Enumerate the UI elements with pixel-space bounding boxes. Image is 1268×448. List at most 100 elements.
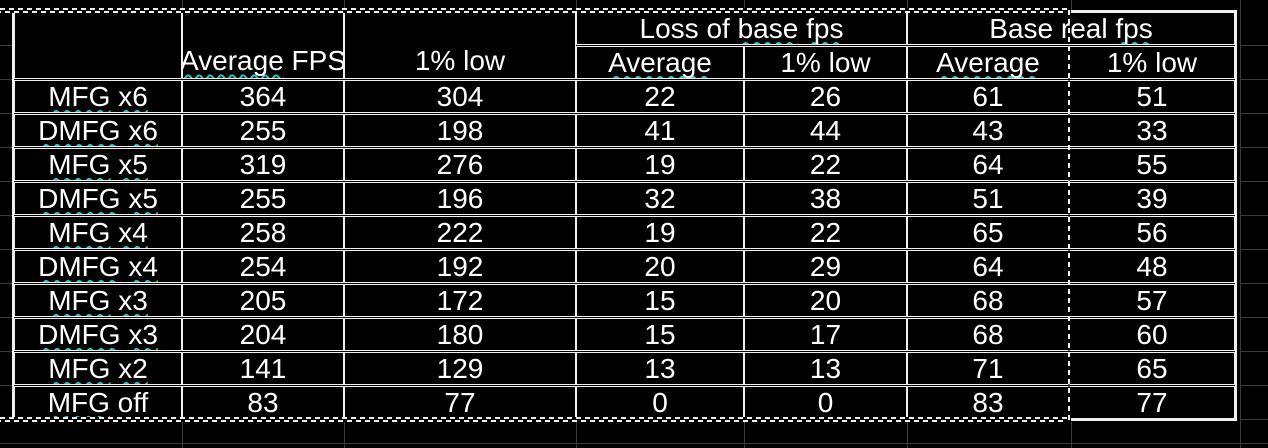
data-cell[interactable]: 22 <box>744 148 907 181</box>
data-cell[interactable]: 17 <box>744 318 907 351</box>
sub-header-cell[interactable]: 1% low <box>744 46 907 79</box>
data-cell[interactable]: 38 <box>744 182 907 215</box>
data-cell[interactable]: 364 <box>182 80 344 113</box>
sub-header-cell[interactable]: Average <box>907 46 1069 79</box>
data-cell[interactable]: 39 <box>1069 182 1235 215</box>
row-label-cell-text: DMFG x6 <box>38 116 158 145</box>
row-label-cell[interactable]: DMFG x3 <box>14 318 182 351</box>
data-cell[interactable]: 20 <box>576 250 744 283</box>
misspelled-word: x6 <box>118 80 148 112</box>
data-cell-text: 255 <box>239 182 287 214</box>
sheet-gridline <box>1241 385 1268 386</box>
data-cell-text: 19 <box>644 148 676 180</box>
text-word <box>798 13 806 44</box>
data-cell[interactable]: 64 <box>907 250 1069 283</box>
data-cell[interactable]: 141 <box>182 352 344 385</box>
row-label-cell[interactable]: MFG x6 <box>14 80 182 113</box>
data-cell[interactable]: 65 <box>907 216 1069 249</box>
data-cell[interactable]: 57 <box>1069 284 1235 317</box>
data-cell[interactable]: 48 <box>1069 250 1235 283</box>
sheet-gridline <box>1240 0 1241 448</box>
data-cell[interactable]: 255 <box>182 114 344 147</box>
data-cell[interactable]: 83 <box>182 386 344 419</box>
data-cell[interactable]: 19 <box>576 216 744 249</box>
data-cell[interactable]: 13 <box>744 352 907 385</box>
data-cell[interactable]: 51 <box>907 182 1069 215</box>
misspelled-word: MFG <box>48 352 111 384</box>
data-cell[interactable]: 276 <box>344 148 576 181</box>
pct-low-header-cell[interactable]: 1% low <box>344 12 576 79</box>
data-cell[interactable]: 13 <box>576 352 744 385</box>
data-cell[interactable]: 204 <box>182 318 344 351</box>
data-cell-text: 276 <box>436 148 484 180</box>
row-label-cell[interactable]: DMFG x4 <box>14 250 182 283</box>
data-cell[interactable]: 68 <box>907 284 1069 317</box>
data-cell[interactable]: 61 <box>907 80 1069 113</box>
data-cell[interactable]: 60 <box>1069 318 1235 351</box>
group-header-loss-of-base-fps[interactable]: Loss of base fps <box>576 12 907 45</box>
data-cell[interactable]: 172 <box>344 284 576 317</box>
row-label-cell[interactable]: MFG x4 <box>14 216 182 249</box>
data-cell[interactable]: 51 <box>1069 80 1235 113</box>
row-label-cell-text: DMFG x5 <box>38 184 158 213</box>
data-cell-text: 77 <box>1136 386 1168 418</box>
data-cell[interactable]: 64 <box>907 148 1069 181</box>
data-cell[interactable]: 258 <box>182 216 344 249</box>
data-cell[interactable]: 77 <box>344 386 576 419</box>
sub-header-cell[interactable]: 1% low <box>1069 46 1235 79</box>
data-cell[interactable]: 15 <box>576 318 744 351</box>
data-cell[interactable]: 56 <box>1069 216 1235 249</box>
row-label-cell[interactable]: DMFG x5 <box>14 182 182 215</box>
group-header-base-real-fps[interactable]: Base real fps <box>907 12 1235 45</box>
data-cell[interactable]: 192 <box>344 250 576 283</box>
row-label-cell[interactable]: MFG x3 <box>14 284 182 317</box>
data-cell[interactable]: 32 <box>576 182 744 215</box>
corner-cell[interactable] <box>14 12 182 79</box>
misspelled-word: x5 <box>118 148 148 180</box>
data-cell[interactable]: 129 <box>344 352 576 385</box>
data-cell[interactable]: 43 <box>907 114 1069 147</box>
text-word: off <box>109 386 149 418</box>
data-cell[interactable]: 205 <box>182 284 344 317</box>
data-cell[interactable]: 319 <box>182 148 344 181</box>
data-cell[interactable]: 15 <box>576 284 744 317</box>
data-cell[interactable]: 222 <box>344 216 576 249</box>
data-cell[interactable]: 83 <box>907 386 1069 419</box>
data-cell-text: 222 <box>436 216 484 248</box>
data-cell[interactable]: 55 <box>1069 148 1235 181</box>
data-cell[interactable]: 180 <box>344 318 576 351</box>
data-cell-text: 51 <box>1136 80 1168 112</box>
data-cell-text: 129 <box>436 352 484 384</box>
data-cell[interactable]: 304 <box>344 80 576 113</box>
avg-fps-header-cell[interactable]: Average FPS <box>182 12 344 79</box>
data-cell[interactable]: 22 <box>744 216 907 249</box>
sheet-gridline <box>1241 283 1268 284</box>
data-cell[interactable]: 33 <box>1069 114 1235 147</box>
row-label-cell[interactable]: MFG x2 <box>14 352 182 385</box>
data-cell-text: 32 <box>644 182 676 214</box>
row-label-cell[interactable]: DMFG x6 <box>14 114 182 147</box>
data-cell[interactable]: 196 <box>344 182 576 215</box>
data-cell[interactable]: 77 <box>1069 386 1235 419</box>
data-cell[interactable]: 0 <box>744 386 907 419</box>
data-cell[interactable]: 254 <box>182 250 344 283</box>
data-cell-text: 254 <box>239 250 287 282</box>
sub-header-cell[interactable]: Average <box>576 46 744 79</box>
row-label-cell[interactable]: MFG x5 <box>14 148 182 181</box>
data-cell[interactable]: 44 <box>744 114 907 147</box>
data-cell[interactable]: 68 <box>907 318 1069 351</box>
data-cell[interactable]: 255 <box>182 182 344 215</box>
data-cell[interactable]: 65 <box>1069 352 1235 385</box>
data-cell[interactable]: 19 <box>576 148 744 181</box>
data-cell[interactable]: 0 <box>576 386 744 419</box>
data-cell[interactable]: 198 <box>344 114 576 147</box>
data-cell[interactable]: 41 <box>576 114 744 147</box>
data-cell-text: 364 <box>239 80 287 112</box>
data-cell[interactable]: 20 <box>744 284 907 317</box>
data-cell[interactable]: 29 <box>744 250 907 283</box>
data-cell-text: 17 <box>809 318 842 350</box>
row-label-cell[interactable]: MFG off <box>14 386 182 419</box>
data-cell[interactable]: 26 <box>744 80 907 113</box>
data-cell[interactable]: 22 <box>576 80 744 113</box>
data-cell[interactable]: 71 <box>907 352 1069 385</box>
